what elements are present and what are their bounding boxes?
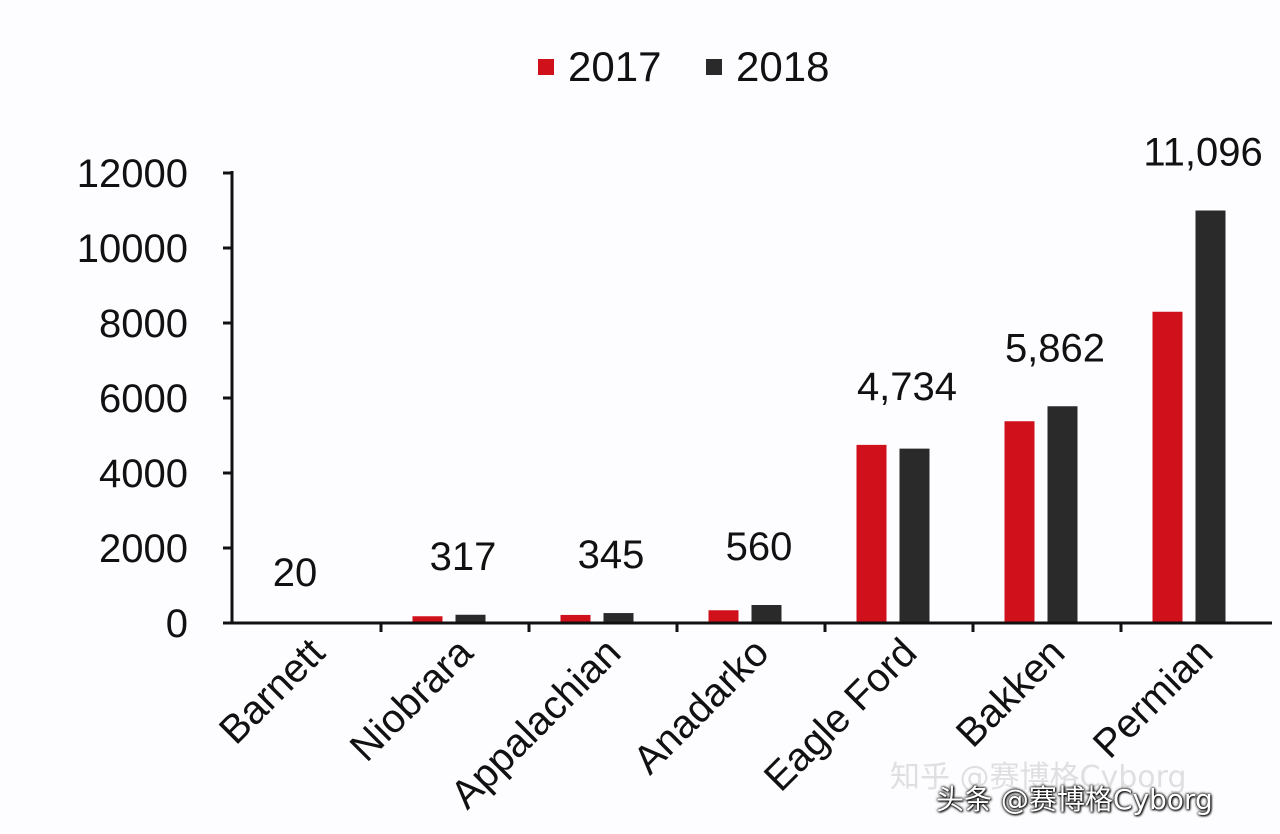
- data-label: 345: [578, 533, 645, 577]
- bar-2017-anadarko: [708, 610, 739, 623]
- bar-2017-appalachian: [560, 614, 591, 623]
- x-tick-label: Bakken: [948, 630, 1073, 755]
- bar-2018-anadarko: [751, 605, 782, 623]
- data-label: 4,734: [857, 365, 957, 409]
- data-label: 5,862: [1005, 326, 1105, 370]
- legend-swatch-2018: [706, 59, 722, 75]
- y-tick-label: 6000: [99, 377, 188, 421]
- bar-2017-bakken: [1004, 421, 1035, 623]
- bar-2017-eagle-ford: [856, 444, 887, 623]
- y-axis: 0 2000 4000 6000 8000 10000 12000: [77, 152, 234, 646]
- y-tick-label: 0: [166, 602, 188, 646]
- bar-2018-eagle-ford: [899, 448, 930, 623]
- x-tick-label: Anadarko: [625, 630, 777, 782]
- bar-2018-appalachian: [603, 613, 634, 623]
- y-tick-label: 8000: [99, 302, 188, 346]
- watermark: 头条 @赛博格Cyborg: [936, 783, 1213, 816]
- bar-2018-bakken: [1047, 406, 1078, 623]
- data-label: 560: [726, 525, 793, 569]
- bar-2018-permian: [1195, 210, 1226, 623]
- y-tick-label: 10000: [77, 227, 188, 271]
- bar-2017-permian: [1152, 311, 1183, 623]
- chart-legend: 2017 2018: [538, 43, 829, 90]
- legend-label-2018: 2018: [736, 43, 829, 90]
- bars: [307, 210, 1226, 624]
- y-tick-label: 12000: [77, 152, 188, 196]
- bar-2017-niobrara: [412, 616, 443, 623]
- bar-2018-niobrara: [455, 614, 486, 623]
- legend-label-2017: 2017: [568, 43, 661, 90]
- data-label: 20: [273, 551, 318, 595]
- watermark-faint: 知乎 @赛博格Cyborg: [890, 760, 1187, 795]
- data-label: 317: [430, 535, 497, 579]
- data-labels: 20 317 345 560 4,734 5,862 11,096: [273, 131, 1263, 596]
- data-label: 11,096: [1143, 131, 1262, 175]
- y-tick-label: 2000: [99, 527, 188, 571]
- x-tick-label: Permian: [1085, 630, 1221, 766]
- x-tick-label: Barnett: [211, 630, 333, 752]
- y-tick-label: 4000: [99, 452, 188, 496]
- legend-swatch-2017: [538, 59, 554, 75]
- x-tick-label: Niobrara: [342, 630, 482, 770]
